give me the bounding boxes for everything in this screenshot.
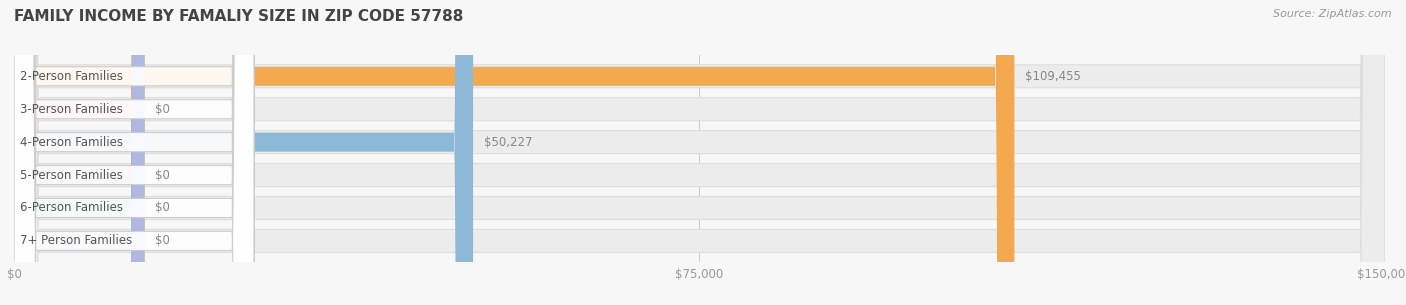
FancyBboxPatch shape [14, 0, 254, 305]
FancyBboxPatch shape [14, 0, 145, 305]
FancyBboxPatch shape [14, 0, 254, 305]
FancyBboxPatch shape [14, 0, 145, 305]
Text: $0: $0 [155, 235, 170, 247]
Text: 6-Person Families: 6-Person Families [20, 202, 122, 214]
FancyBboxPatch shape [14, 0, 1385, 305]
FancyBboxPatch shape [14, 0, 1385, 305]
Text: $109,455: $109,455 [1025, 70, 1081, 83]
Text: Source: ZipAtlas.com: Source: ZipAtlas.com [1274, 9, 1392, 19]
Text: 3-Person Families: 3-Person Families [20, 103, 122, 116]
FancyBboxPatch shape [14, 0, 1385, 305]
FancyBboxPatch shape [14, 0, 1385, 305]
Text: 2-Person Families: 2-Person Families [20, 70, 122, 83]
Text: $0: $0 [155, 202, 170, 214]
FancyBboxPatch shape [14, 0, 254, 305]
FancyBboxPatch shape [14, 0, 145, 305]
FancyBboxPatch shape [14, 0, 472, 305]
FancyBboxPatch shape [14, 0, 254, 305]
Text: FAMILY INCOME BY FAMALIY SIZE IN ZIP CODE 57788: FAMILY INCOME BY FAMALIY SIZE IN ZIP COD… [14, 9, 464, 24]
FancyBboxPatch shape [14, 0, 1385, 305]
Text: $0: $0 [155, 103, 170, 116]
Text: $50,227: $50,227 [484, 136, 533, 149]
FancyBboxPatch shape [14, 0, 254, 305]
FancyBboxPatch shape [14, 0, 1014, 305]
Text: 7+ Person Families: 7+ Person Families [20, 235, 132, 247]
Text: 5-Person Families: 5-Person Families [20, 169, 122, 181]
FancyBboxPatch shape [14, 0, 254, 305]
Text: 4-Person Families: 4-Person Families [20, 136, 122, 149]
FancyBboxPatch shape [14, 0, 145, 305]
Text: $0: $0 [155, 169, 170, 181]
FancyBboxPatch shape [14, 0, 1385, 305]
